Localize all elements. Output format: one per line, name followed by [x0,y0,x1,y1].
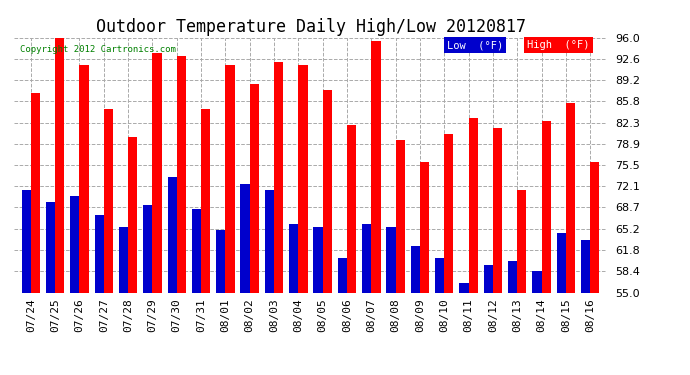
Bar [298,66,308,292]
Bar [411,246,420,292]
Bar [55,38,64,292]
Bar [362,224,371,292]
Bar [168,177,177,292]
Bar [95,215,103,292]
Bar [347,124,356,292]
Bar [216,230,226,292]
Text: High  (°F): High (°F) [527,40,589,50]
Bar [395,140,405,292]
Bar [274,62,284,292]
Bar [493,128,502,292]
Bar [469,118,477,292]
Bar [265,190,274,292]
Bar [240,184,250,292]
Bar [289,224,298,292]
Bar [226,66,235,292]
Bar [177,56,186,292]
Text: Low  (°F): Low (°F) [447,40,503,50]
Bar [128,137,137,292]
Bar [46,202,55,292]
Bar [201,109,210,292]
Bar [581,240,590,292]
Bar [518,190,526,292]
Title: Outdoor Temperature Daily High/Low 20120817: Outdoor Temperature Daily High/Low 20120… [95,18,526,36]
Bar [192,209,201,292]
Bar [323,90,332,292]
Bar [557,233,566,292]
Bar [371,40,381,292]
Bar [444,134,453,292]
Bar [144,206,152,292]
Bar [21,190,31,292]
Bar [435,258,444,292]
Bar [313,227,323,292]
Bar [152,53,161,292]
Bar [590,162,600,292]
Bar [250,84,259,292]
Bar [460,283,469,292]
Bar [566,103,575,292]
Bar [532,271,542,292]
Bar [386,227,395,292]
Bar [70,196,79,292]
Bar [484,264,493,292]
Bar [337,258,347,292]
Bar [79,66,89,292]
Bar [542,122,551,292]
Bar [508,261,518,292]
Bar [119,227,128,292]
Bar [420,162,429,292]
Bar [31,93,40,292]
Bar [104,109,113,292]
Text: Copyright 2012 Cartronics.com: Copyright 2012 Cartronics.com [20,45,176,54]
